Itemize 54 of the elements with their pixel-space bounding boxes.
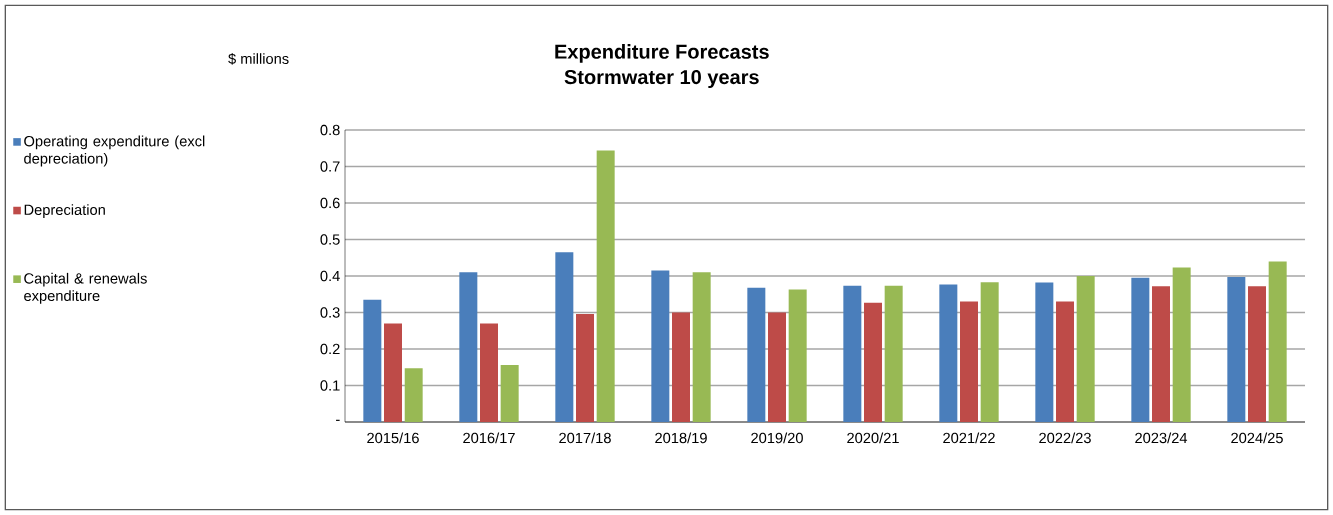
x-tick-label: 2018/19 xyxy=(655,432,707,444)
y-tick-label: 0.5 xyxy=(320,234,340,245)
bar xyxy=(363,299,382,422)
bar xyxy=(500,365,519,422)
bar xyxy=(1248,286,1267,422)
bar xyxy=(555,252,574,422)
x-tick-label: 2016/17 xyxy=(463,432,515,444)
bar xyxy=(843,285,862,422)
x-tick-label: 2020/21 xyxy=(847,432,899,444)
bar xyxy=(1056,301,1075,422)
bar xyxy=(1035,282,1054,422)
x-tick-label: 2022/23 xyxy=(1039,432,1091,444)
chart-title: Expenditure Forecasts Stormwater 10 years xyxy=(555,44,769,89)
y-axis-title: $ millions xyxy=(228,52,289,65)
bar xyxy=(692,272,711,422)
y-tick-label: 0.4 xyxy=(320,270,340,282)
bar xyxy=(576,313,594,422)
y-tick-label: 0.3 xyxy=(320,307,340,318)
y-tick-label: 0.2 xyxy=(320,343,340,355)
bar xyxy=(747,287,766,422)
bar xyxy=(384,323,402,422)
bar xyxy=(939,284,958,422)
bar xyxy=(651,270,670,422)
y-tick-label: - xyxy=(336,419,340,421)
legend-label: Operating expenditure (excl depreciation) xyxy=(24,135,205,167)
bar xyxy=(1076,276,1095,422)
bar xyxy=(596,150,615,422)
x-tick-label: 2015/16 xyxy=(367,432,419,444)
x-tick-label: 2017/18 xyxy=(559,432,611,444)
bar xyxy=(672,312,690,422)
bar xyxy=(1268,261,1287,422)
y-tick-label: 0.6 xyxy=(320,197,340,209)
bar xyxy=(404,368,423,422)
bar xyxy=(459,272,478,422)
legend-label: Depreciation xyxy=(24,204,105,218)
bar xyxy=(884,285,903,422)
bar xyxy=(1172,267,1191,422)
x-tick-label: 2021/22 xyxy=(943,432,995,444)
x-tick-label: 2019/20 xyxy=(751,432,803,444)
x-tick-label: 2024/25 xyxy=(1231,432,1283,444)
y-tick-label: 0.7 xyxy=(320,161,340,172)
bar xyxy=(980,282,999,422)
bar xyxy=(480,323,498,422)
x-tick-label: 2023/24 xyxy=(1135,432,1188,444)
bar xyxy=(1131,277,1150,422)
bar xyxy=(960,301,978,422)
y-tick-label: 0.8 xyxy=(320,124,340,136)
y-tick-label: 0.1 xyxy=(320,380,340,391)
bar xyxy=(788,289,807,422)
bar xyxy=(768,312,787,422)
bar xyxy=(864,302,883,422)
bar xyxy=(1152,286,1171,422)
bar xyxy=(1227,277,1246,422)
legend-label: Capital & renewals expenditure xyxy=(24,272,147,304)
